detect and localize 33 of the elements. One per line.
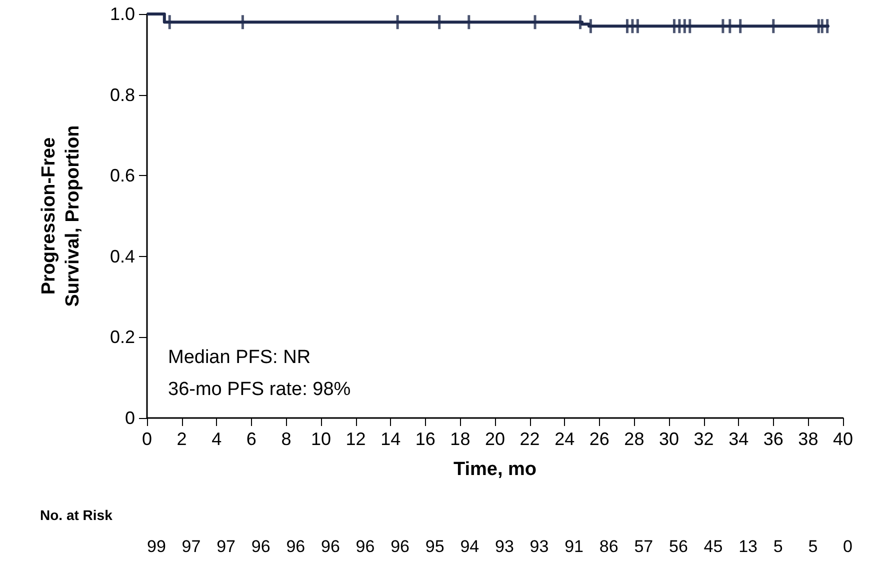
x-tick-label: 20 bbox=[484, 429, 506, 449]
y-tick-label: 0.8 bbox=[110, 84, 135, 105]
x-tick-label: 4 bbox=[212, 429, 222, 449]
x-tick-label: 0 bbox=[142, 429, 152, 449]
x-axis-title: Time, mo bbox=[453, 459, 537, 480]
x-tick-label: 16 bbox=[415, 429, 436, 449]
x-tick-label: 14 bbox=[380, 429, 401, 449]
x-tick-label: 24 bbox=[554, 429, 575, 449]
x-tick-label: 38 bbox=[798, 429, 818, 449]
x-tick-label: 26 bbox=[589, 429, 610, 449]
y-tick-label: 0.4 bbox=[110, 246, 135, 266]
x-tick-label: 30 bbox=[658, 429, 680, 449]
y-tick-label: 0 bbox=[124, 408, 135, 428]
x-tick-label: 10 bbox=[310, 429, 332, 449]
x-tick-label: 12 bbox=[346, 429, 366, 449]
x-tick-label: 18 bbox=[450, 429, 470, 449]
y-axis-title: Progression-Free Survival, Proportion bbox=[38, 125, 84, 307]
text: 99 97 97 96 96 96 96 96 95 94 93 93 91 86 57 56 45 13 5 5 0 bbox=[146, 537, 852, 556]
text: No. at Risk bbox=[40, 507, 113, 523]
x-tick-label: 8 bbox=[281, 429, 292, 449]
annotation: 36-mo PFS rate: 98% bbox=[168, 379, 351, 400]
x-tick-label: 28 bbox=[624, 429, 644, 449]
x-tick-label: 34 bbox=[728, 429, 749, 449]
y-tick-label: 1.0 bbox=[110, 4, 135, 24]
y-tick-label: 0.6 bbox=[110, 166, 135, 186]
y-tick-label: 0.2 bbox=[110, 327, 135, 348]
x-tick-label: 32 bbox=[694, 429, 714, 449]
x-tick-label: 6 bbox=[246, 429, 256, 449]
x-tick-label: 22 bbox=[520, 429, 540, 449]
annotation: Median PFS: NR bbox=[168, 347, 311, 368]
x-tick-label: 40 bbox=[832, 429, 854, 449]
x-tick-label: 36 bbox=[763, 429, 784, 449]
x-tick-label: 2 bbox=[176, 429, 187, 449]
